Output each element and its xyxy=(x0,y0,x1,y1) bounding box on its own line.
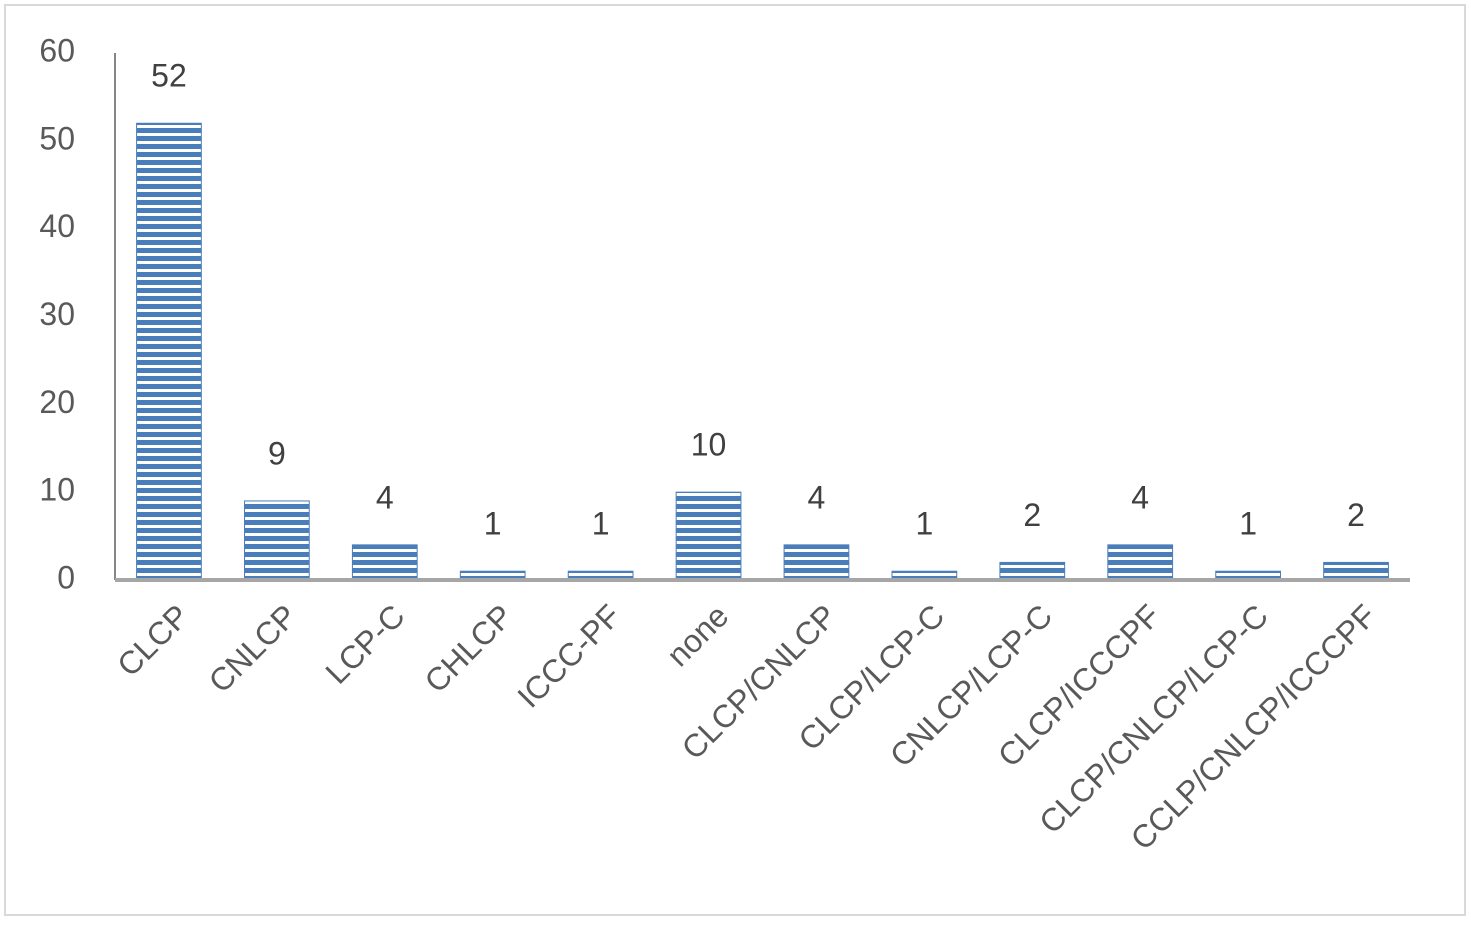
y-tick-label: 50 xyxy=(39,120,75,156)
data-label: 1 xyxy=(1239,506,1257,542)
bar xyxy=(999,561,1066,581)
y-tick-label: 20 xyxy=(39,384,75,420)
data-label: 1 xyxy=(484,506,502,542)
bar xyxy=(783,544,850,581)
chart-border xyxy=(4,4,1466,916)
data-label: 4 xyxy=(1131,479,1149,515)
y-tick-label: 40 xyxy=(39,208,75,244)
y-tick-label: 0 xyxy=(57,559,75,595)
data-label: 52 xyxy=(151,58,187,94)
data-label: 2 xyxy=(1023,497,1041,533)
data-label: 1 xyxy=(592,506,610,542)
data-label: 2 xyxy=(1347,497,1365,533)
bar xyxy=(244,500,310,581)
data-label: 10 xyxy=(691,427,727,463)
data-label: 4 xyxy=(808,479,826,515)
data-label: 1 xyxy=(915,506,933,542)
y-tick-label: 30 xyxy=(39,296,75,332)
y-tick-label: 60 xyxy=(39,32,75,68)
y-tick-label: 10 xyxy=(39,472,75,508)
bar xyxy=(351,544,418,581)
bar xyxy=(1107,544,1174,581)
data-label: 4 xyxy=(376,479,394,515)
bar xyxy=(675,491,742,581)
data-label: 9 xyxy=(268,435,286,471)
bar xyxy=(136,122,202,581)
bar xyxy=(1323,561,1389,581)
